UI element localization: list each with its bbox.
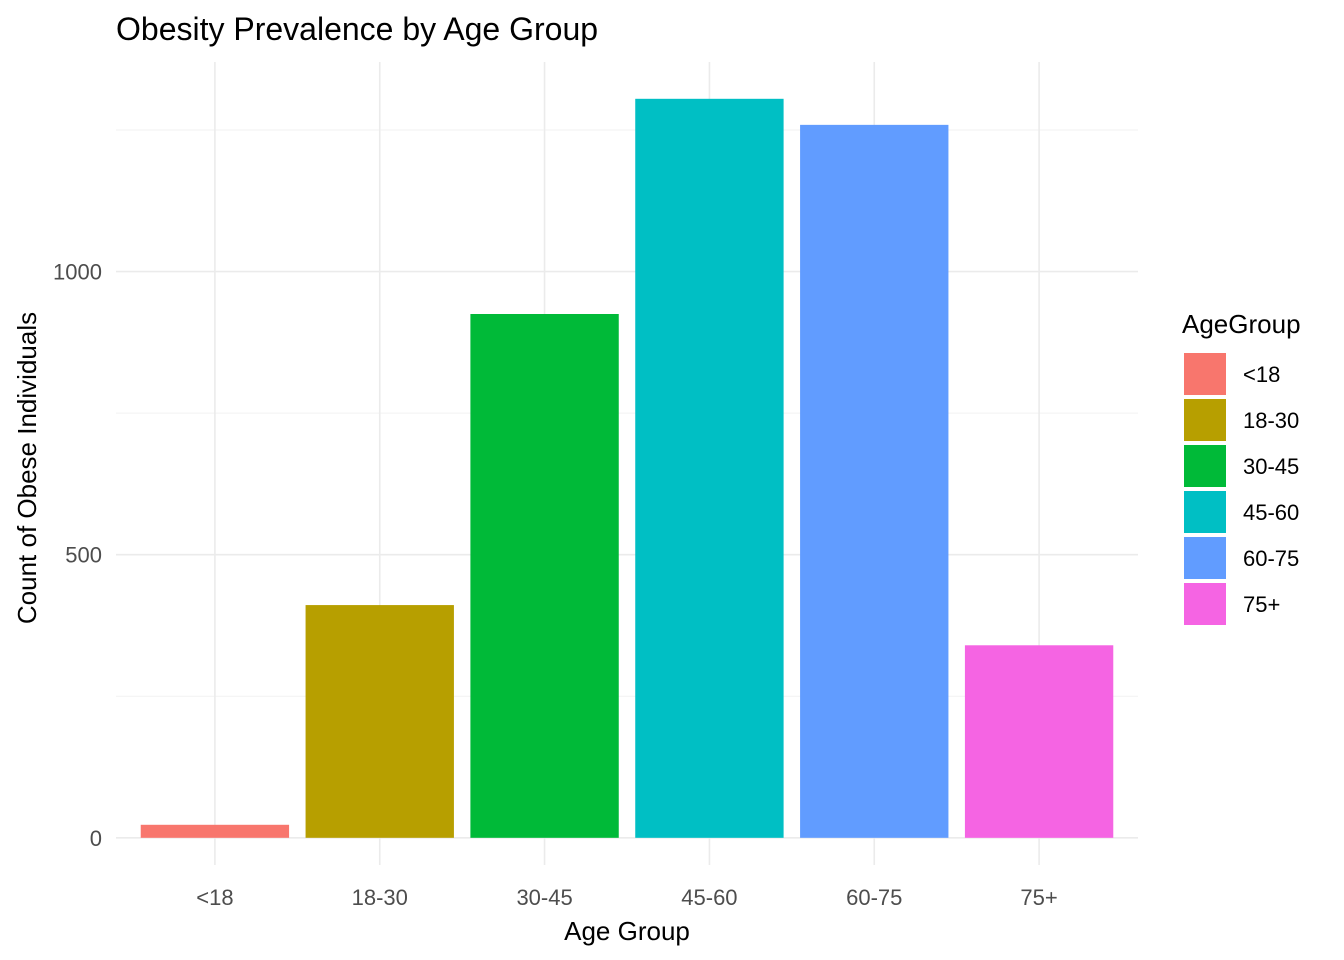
legend-label: 18-30 <box>1243 408 1299 433</box>
y-tick-label: 500 <box>65 543 102 568</box>
legend-label: 60-75 <box>1243 546 1299 571</box>
legend: AgeGroup <18 18-30 30-45 45-60 60-75 75+ <box>1182 309 1301 625</box>
x-tick-label: 30-45 <box>516 885 572 910</box>
x-tick-label: <18 <box>196 885 233 910</box>
bar-30-45 <box>470 313 619 838</box>
legend-key-60-75 <box>1184 537 1226 579</box>
legend-label: <18 <box>1243 362 1280 387</box>
legend-label: 30-45 <box>1243 454 1299 479</box>
bar-75+ <box>964 645 1114 838</box>
x-tick-label: 75+ <box>1020 885 1057 910</box>
bar-<18 <box>140 824 290 838</box>
legend-label: 75+ <box>1243 592 1280 617</box>
x-axis-title: Age Group <box>564 916 690 946</box>
bar-18-30 <box>305 605 454 838</box>
x-tick-label: 45-60 <box>681 885 737 910</box>
x-axis-ticks: <18 18-30 30-45 45-60 60-75 75+ <box>196 885 1058 910</box>
legend-key-18-30 <box>1184 399 1226 441</box>
x-tick-label: 18-30 <box>352 885 408 910</box>
legend-key-75+ <box>1184 583 1226 625</box>
legend-key-30-45 <box>1184 445 1226 487</box>
y-tick-label: 1000 <box>53 260 102 285</box>
legend-label: 45-60 <box>1243 500 1299 525</box>
bar-45-60 <box>635 98 784 838</box>
y-axis-title: Count of Obese Individuals <box>12 312 42 624</box>
legend-key-<18 <box>1184 353 1226 395</box>
y-tick-label: 0 <box>90 826 102 851</box>
y-axis-ticks: 0 500 1000 <box>53 260 102 851</box>
x-tick-label: 60-75 <box>846 885 902 910</box>
chart-title: Obesity Prevalence by Age Group <box>116 11 598 47</box>
bars <box>140 98 1114 838</box>
legend-key-45-60 <box>1184 491 1226 533</box>
legend-title: AgeGroup <box>1182 309 1301 339</box>
bar-60-75 <box>800 124 949 838</box>
